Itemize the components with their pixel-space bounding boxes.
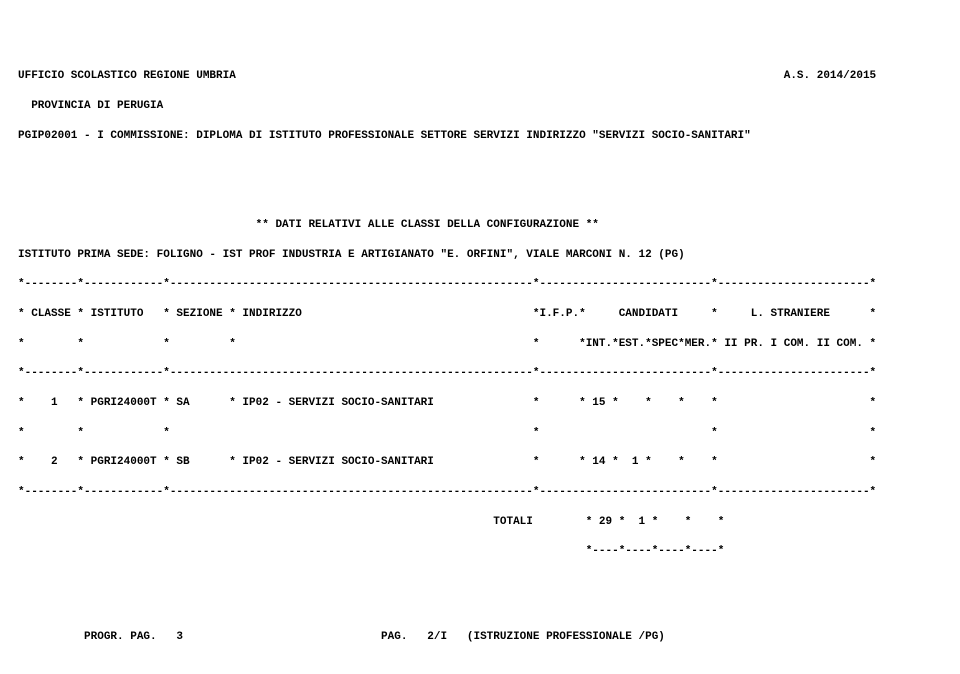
section-title: ** DATI RELATIVI ALLE CLASSI DELLA CONFI… <box>18 218 942 233</box>
header-line-2: PROVINCIA DI PERUGIA <box>18 99 942 114</box>
table-sep-top: *--------*------------*-----------------… <box>18 277 942 292</box>
blank-2 <box>18 188 942 203</box>
table-header-2: * * * * * *INT.*EST.*SPEC*MER.* II PR. I… <box>18 337 942 352</box>
table-sep-mid: *--------*------------*-----------------… <box>18 366 942 381</box>
table-row-blank: * * * * * * <box>18 426 942 441</box>
table-row-2: * 2 * PGRI24000T * SB * IP02 - SERVIZI S… <box>18 455 942 470</box>
table-row-1: * 1 * PGRI24000T * SA * IP02 - SERVIZI S… <box>18 396 942 411</box>
table-sep-bot: *--------*------------*-----------------… <box>18 485 942 500</box>
header-line-3: PGIP02001 - I COMMISSIONE: DIPLOMA DI IS… <box>18 129 942 144</box>
table-totali-sep: *----*----*----*----* <box>18 544 942 559</box>
header-line-1: UFFICIO SCOLASTICO REGIONE UMBRIA A.S. 2… <box>18 69 942 84</box>
blank-1 <box>18 158 942 173</box>
footer-line: PROGR. PAG. 3 PAG. 2/I (ISTRUZIONE PROFE… <box>18 630 942 645</box>
table-totali: TOTALI * 29 * 1 * * * <box>18 515 942 530</box>
table-header-1: * CLASSE * ISTITUTO * SEZIONE * INDIRIZZ… <box>18 307 942 322</box>
istituto-line: ISTITUTO PRIMA SEDE: FOLIGNO - IST PROF … <box>18 248 942 263</box>
